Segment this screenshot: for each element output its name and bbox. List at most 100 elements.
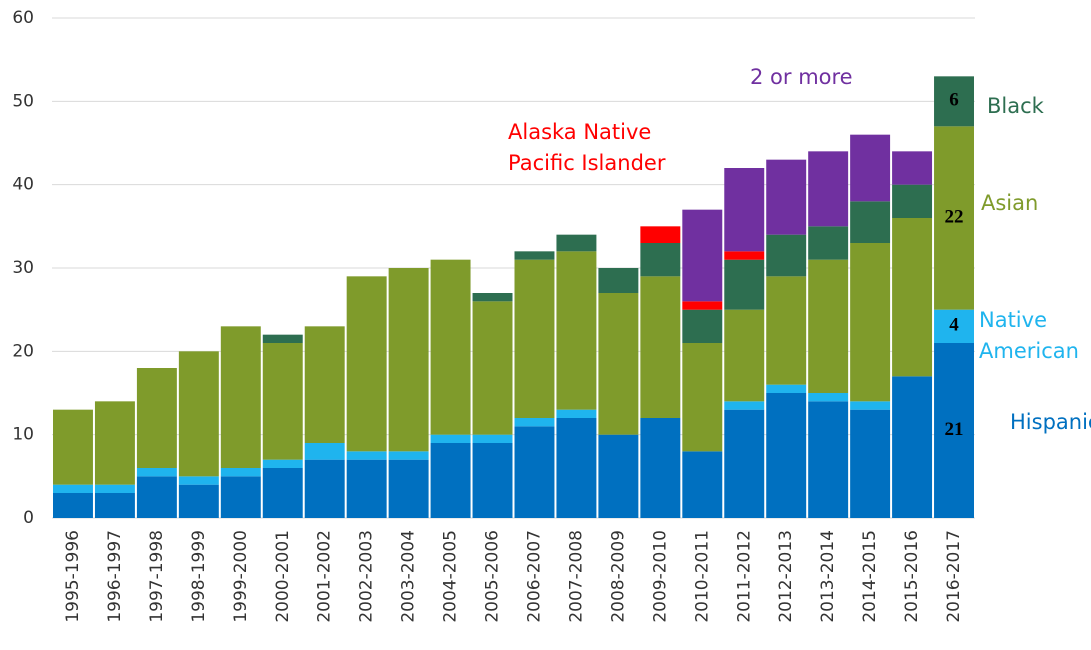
value-label: 6 [949,90,959,111]
bar-segment [304,459,345,518]
bar-segment [53,484,93,493]
bar-segment [850,134,891,202]
series-label: Hispanic [1010,410,1091,434]
y-tick-label: 40 [12,175,34,195]
bar-segment [640,243,681,277]
bar-segment [892,218,933,377]
x-tick-label: 2000-2001 [273,530,293,623]
bar-segment [934,309,974,343]
value-label: 21 [945,419,964,440]
bar-segment [598,268,639,293]
bar-segment [934,343,974,518]
bar-segment [94,484,135,493]
bar-segment [850,401,891,410]
y-tick-label: 30 [12,258,34,278]
y-tick-label: 50 [12,91,34,111]
bar-segment [430,434,471,443]
x-tick-label: 2012-2013 [776,530,796,623]
bar-segment [682,451,723,518]
bar-segment [94,401,135,485]
bar-segment [808,401,849,518]
bar-segment [262,343,303,460]
bar-segment [556,251,597,410]
bar-segment [808,259,849,393]
bar-segment [556,234,597,252]
bar-segment [682,301,723,310]
x-tick-label: 2008-2009 [608,530,628,623]
bar-segment [472,293,513,302]
bar-segment [850,243,891,402]
series-label: Native American [979,308,1079,363]
x-tick-label: 2001-2002 [315,530,335,623]
y-tick-label: 20 [12,341,34,361]
bar-segment [556,418,597,518]
value-label: 22 [945,206,964,227]
bar-segment [472,443,513,518]
x-tick-label: 2003-2004 [399,530,419,623]
bar-segment [724,168,765,252]
bar-segment [136,368,177,468]
bar-segment [304,326,345,443]
bar-segment [682,209,723,302]
bar-segment [53,493,93,518]
bar-segment [346,276,387,452]
bar-segment [262,459,303,468]
x-tick-label: 1997-1998 [147,530,167,623]
bar-segment [640,226,681,243]
bar-segment [766,159,807,235]
x-tick-label: 1998-1999 [189,530,209,623]
x-tick-label: 2007-2008 [566,530,586,623]
bar-segment [472,434,513,443]
bar-segment [808,151,849,227]
bar-segment [892,184,933,218]
bar-segment [430,259,471,435]
bar-segment [556,409,597,418]
bar-segment [262,334,303,343]
x-tick-label: 2005-2006 [483,530,503,623]
bar-segment [346,459,387,518]
bar-segment [766,384,807,393]
bar-segment [934,76,974,127]
series-label: Black [987,94,1044,118]
bar-segment [682,343,723,452]
x-tick-label: 2011-2012 [734,530,754,623]
bar-segment [598,293,639,435]
bar-segment [136,468,177,477]
bar-segment [220,476,261,518]
x-tick-label: 2015-2016 [902,530,922,623]
bar-segment [514,259,555,418]
bar-segment [346,451,387,460]
series-label: 2 or more [750,65,853,89]
bar-segment [682,309,723,343]
x-tick-label: 1996-1997 [105,530,125,623]
bar-segment [934,126,974,310]
bar-segment [388,451,429,460]
series-label: Asian [981,191,1039,215]
bar-segment [262,468,303,518]
series-label: Alaska Native Pacific Islander [508,120,666,175]
bar-segment [94,493,135,518]
value-label: 4 [949,315,959,336]
bar-segment [178,351,219,477]
bar-segment [808,393,849,402]
bar-segment [514,251,555,260]
bar-segment [766,234,807,277]
x-tick-label: 2014-2015 [860,530,880,623]
bar-segment [724,401,765,410]
bar-segment [53,409,93,485]
x-tick-label: 2013-2014 [818,530,838,623]
x-tick-label: 2016-2017 [944,530,964,623]
bar-segment [892,151,933,185]
bar-segment [514,418,555,427]
x-tick-label: 2010-2011 [692,530,712,623]
y-tick-label: 10 [12,425,34,445]
x-tick-label: 1995-1996 [63,530,83,623]
x-tick-label: 1999-2000 [231,530,251,623]
y-tick-label: 60 [12,8,34,28]
bar-segment [808,226,849,260]
bar-segment [220,326,261,468]
bar-segment [598,434,639,518]
x-tick-label: 2004-2005 [441,530,461,623]
